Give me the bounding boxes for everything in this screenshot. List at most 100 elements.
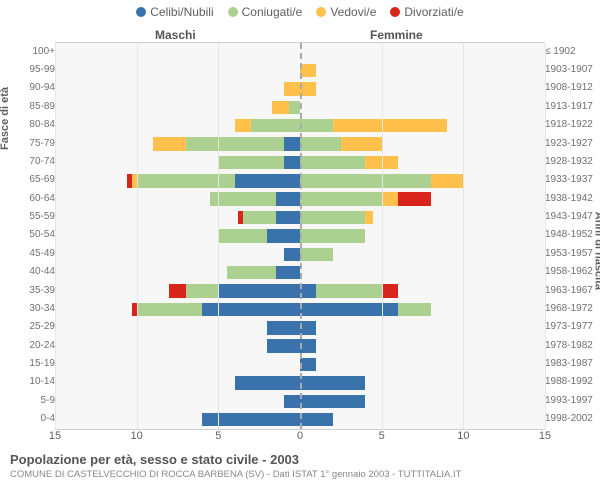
age-label: 100+ [5,42,55,60]
x-tick: 10 [131,430,143,442]
age-label: 70-74 [5,152,55,170]
bar-cel [284,248,300,262]
age-label: 10-14 [5,373,55,391]
legend-label: Celibi/Nubili [150,5,213,19]
legend-item: Coniugati/e [228,5,303,19]
legend-item: Celibi/Nubili [136,5,213,19]
bar-ved [365,211,373,225]
born-label: 1923-1927 [545,134,595,152]
bar-cel [267,321,300,335]
x-tick: 5 [215,430,221,442]
bar-ved [235,119,251,133]
age-label: 85-89 [5,97,55,115]
bar-div [382,284,398,298]
age-label: 55-59 [5,207,55,225]
chart-area [55,42,545,430]
bar-ved [431,174,464,188]
age-label: 40-44 [5,263,55,281]
bar-div [398,192,431,206]
bar-cel [202,413,300,427]
bar-cel [300,284,316,298]
born-label: 1953-1957 [545,244,595,262]
legend-swatch [136,7,146,17]
born-label: 1988-1992 [545,373,595,391]
born-label: 1973-1977 [545,318,595,336]
born-label: 1983-1987 [545,354,595,372]
age-label: 50-54 [5,226,55,244]
bar-con [251,119,300,133]
bar-con [227,266,276,280]
bar-cel [300,358,316,372]
bar-ved [272,101,288,115]
age-label: 75-79 [5,134,55,152]
legend-swatch [228,7,238,17]
born-label: 1938-1942 [545,189,595,207]
bar-con [210,192,275,206]
chart-title: Popolazione per età, sesso e stato civil… [10,452,590,467]
bar-ved [284,82,300,96]
bar-cel [276,266,301,280]
bar-con [300,156,365,170]
born-label: 1903-1907 [545,60,595,78]
bar-con [186,137,284,151]
age-label: 5-9 [5,391,55,409]
age-label: 65-69 [5,171,55,189]
legend-label: Vedovi/e [330,5,376,19]
age-label: 25-29 [5,318,55,336]
bar-con [289,101,300,115]
header-male: Maschi [155,28,196,42]
bar-ved [300,64,316,78]
age-label: 45-49 [5,244,55,262]
bar-cel [300,303,398,317]
born-label: 1913-1917 [545,97,595,115]
legend-swatch [390,7,400,17]
x-tick: 15 [49,430,61,442]
born-label: 1958-1962 [545,263,595,281]
born-label: 1993-1997 [545,391,595,409]
bar-con [300,137,341,151]
bar-cel [218,284,300,298]
x-tick: 5 [379,430,385,442]
bar-cel [202,303,300,317]
legend: Celibi/NubiliConiugati/eVedovi/eDivorzia… [0,5,600,19]
bar-cel [267,229,300,243]
born-label: 1968-1972 [545,299,595,317]
x-tick: 0 [297,430,303,442]
born-label: 1998-2002 [545,410,595,428]
bar-con [398,303,431,317]
age-label: 95-99 [5,60,55,78]
x-tick: 10 [457,430,469,442]
bar-cel [284,137,300,151]
legend-label: Coniugati/e [242,5,303,19]
bar-con [300,211,365,225]
bar-cel [235,376,300,390]
bar-con [218,229,267,243]
bar-cel [276,192,301,206]
born-label: 1908-1912 [545,79,595,97]
age-label: 30-34 [5,299,55,317]
born-label: 1918-1922 [545,116,595,134]
bar-ved [153,137,186,151]
age-label: 0-4 [5,410,55,428]
bar-ved [333,119,447,133]
footer: Popolazione per età, sesso e stato civil… [10,452,590,480]
bar-cel [300,395,365,409]
bar-ved [382,192,398,206]
bar-ved [300,82,316,96]
bar-div [169,284,185,298]
age-label: 35-39 [5,281,55,299]
bar-con [243,211,276,225]
born-label: 1933-1937 [545,171,595,189]
bar-cel [300,376,365,390]
bar-cel [235,174,300,188]
born-label: 1928-1932 [545,152,595,170]
bar-con [137,303,202,317]
bar-cel [267,339,300,353]
bar-cel [284,156,300,170]
chart-wrap: Celibi/NubiliConiugati/eVedovi/eDivorzia… [0,0,600,500]
bar-cel [300,413,333,427]
chart-subtitle: COMUNE DI CASTELVECCHIO DI ROCCA BARBENA… [10,469,590,480]
bar-con [300,192,382,206]
born-label: 1978-1982 [545,336,595,354]
legend-swatch [316,7,326,17]
